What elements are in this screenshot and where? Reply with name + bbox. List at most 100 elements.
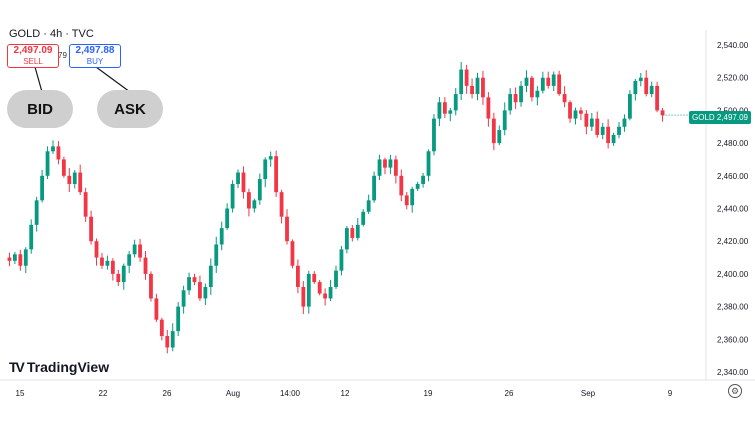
- buy-button[interactable]: 2,497.88 BUY: [69, 44, 121, 68]
- candle-body: [110, 260, 115, 274]
- candle-body: [170, 331, 175, 348]
- candle-body: [89, 216, 93, 242]
- candle-body: [355, 224, 360, 238]
- x-tick-label: 19: [424, 389, 433, 398]
- candle-body: [187, 277, 191, 291]
- candle-body: [644, 77, 649, 95]
- candle-body: [568, 102, 572, 119]
- candle-body: [18, 254, 23, 266]
- ask-connector: [95, 66, 131, 93]
- x-tick-label: 26: [505, 389, 514, 398]
- candle-body: [519, 85, 523, 103]
- y-tick-label: 2,440.00: [717, 205, 749, 214]
- candle-body: [83, 192, 88, 217]
- candle-body: [655, 85, 660, 111]
- candle-body: [301, 286, 306, 307]
- last-price-badge: GOLD 2,497.09: [689, 111, 751, 124]
- candle-body: [573, 110, 578, 119]
- candle-body: [203, 286, 208, 299]
- candle-body: [579, 110, 583, 114]
- candle-body: [470, 85, 474, 95]
- x-tick-label: 12: [341, 389, 350, 398]
- candle-body: [219, 228, 224, 245]
- candle-body: [372, 175, 377, 201]
- candle-body: [502, 110, 507, 131]
- buy-label: BUY: [86, 57, 104, 66]
- bid-connector: [34, 66, 43, 93]
- candle-body: [611, 134, 616, 144]
- candle-body: [600, 126, 605, 135]
- bid-annotation: BID: [7, 90, 73, 128]
- candle-body: [497, 130, 502, 144]
- candle-body: [617, 126, 621, 135]
- candle-body: [551, 74, 556, 86]
- candle-body: [388, 159, 393, 168]
- candle-body: [442, 102, 447, 114]
- candle-body: [393, 159, 398, 176]
- candle-body: [584, 113, 589, 127]
- candle-body: [132, 244, 137, 255]
- ask-annotation: ASK: [97, 90, 163, 128]
- candle-body: [192, 277, 197, 283]
- x-tick-label: 22: [99, 389, 108, 398]
- candle-body: [399, 175, 404, 196]
- candle-body: [366, 200, 371, 212]
- y-tick-label: 2,460.00: [717, 172, 749, 181]
- candle-body: [247, 192, 251, 209]
- candle-body: [317, 282, 322, 294]
- candle-body: [268, 156, 273, 160]
- candle-body: [138, 244, 142, 258]
- candle-body: [306, 273, 311, 307]
- candle-body: [154, 298, 159, 320]
- y-tick-label: 2,340.00: [717, 368, 749, 377]
- x-tick-label: 14:00: [280, 389, 301, 398]
- candle-body: [323, 293, 328, 299]
- candle-body: [7, 257, 12, 261]
- x-tick-label: Aug: [226, 389, 240, 398]
- sell-button[interactable]: 2,497.09 SELL: [7, 44, 59, 68]
- candle-body: [491, 118, 496, 144]
- candle-body: [105, 260, 110, 266]
- candle-body: [448, 110, 453, 114]
- candle-body: [45, 151, 50, 176]
- candle-body: [638, 77, 643, 81]
- candle-body: [312, 273, 317, 283]
- candle-body: [263, 159, 268, 180]
- candle-body: [56, 146, 61, 160]
- y-tick-label: 2,400.00: [717, 270, 749, 279]
- last-price-symbol: GOLD: [692, 113, 715, 122]
- candle-body: [208, 265, 213, 287]
- candle-body: [649, 85, 654, 95]
- candle-body: [464, 69, 469, 86]
- candle-body: [606, 126, 611, 144]
- x-tick-label: Sep: [581, 389, 596, 398]
- candle-body: [29, 224, 34, 250]
- x-axis: 15 22 26 Aug 14:00 12 19 26 Sep 9: [16, 389, 673, 398]
- candle-body: [290, 241, 295, 266]
- candle-body: [339, 249, 344, 271]
- candle-body: [404, 195, 409, 206]
- candle-body: [257, 179, 262, 201]
- candle-body: [622, 118, 627, 127]
- candle-body: [236, 172, 240, 184]
- x-tick-label: 9: [668, 389, 673, 398]
- candle-body: [535, 90, 540, 98]
- tradingview-logo-text: TradingView: [26, 359, 110, 375]
- last-price-value: 2,497.09: [716, 113, 748, 122]
- candle-body: [230, 183, 235, 209]
- candle-body: [540, 77, 545, 91]
- candle-body: [295, 265, 300, 287]
- candle-body: [660, 110, 665, 116]
- candle-body: [279, 192, 284, 217]
- candle-body: [361, 211, 366, 225]
- candle-body: [344, 228, 349, 250]
- candle-body: [121, 265, 126, 283]
- candle-body: [437, 102, 442, 119]
- x-tick-label: 15: [16, 389, 25, 398]
- candle-body: [285, 216, 289, 242]
- y-axis: 2,540.00 2,520.00 2,500.00 2,480.00 2,460.00…: [717, 41, 749, 377]
- candle-body: [23, 249, 28, 266]
- settings-icon[interactable]: ⚙: [728, 384, 742, 398]
- candle-body: [116, 273, 121, 283]
- candle-body: [562, 94, 567, 103]
